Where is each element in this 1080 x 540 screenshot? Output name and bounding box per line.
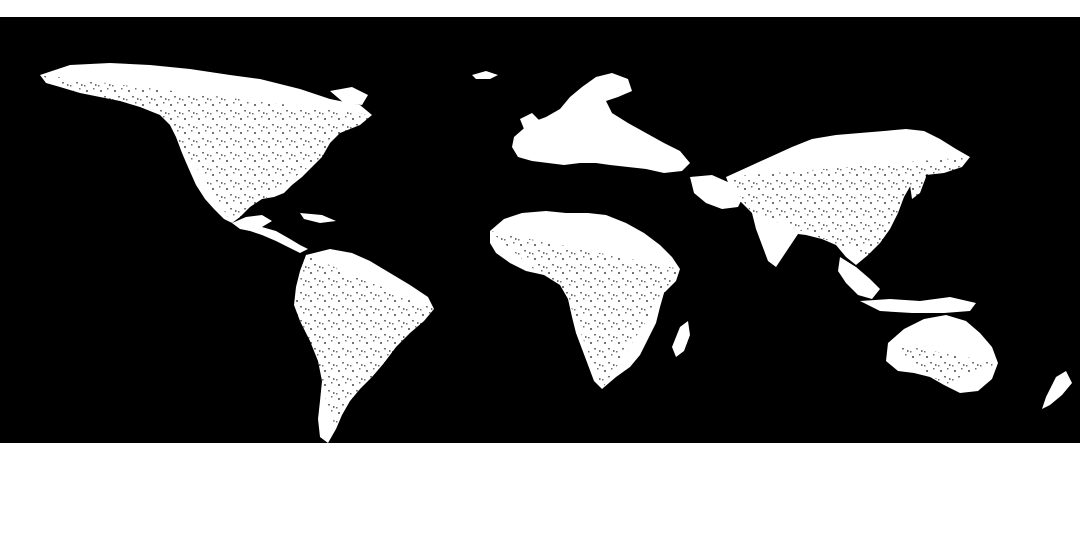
region-indian-subcontinent: [752, 213, 800, 267]
world-map: [0, 17, 1080, 443]
region-caribbean: [300, 213, 336, 223]
region-british-isles: [520, 113, 540, 131]
region-central-america: [232, 215, 308, 253]
land-speckle-overlay: [40, 75, 998, 429]
region-southeast-asia: [838, 257, 880, 299]
region-new-zealand: [1042, 371, 1072, 409]
region-indonesia: [860, 297, 976, 313]
region-madagascar: [672, 321, 690, 357]
region-europe: [512, 73, 690, 173]
world-map-svg: [0, 17, 1080, 443]
region-iceland: [472, 71, 498, 79]
region-arctic-islands: [330, 87, 368, 105]
